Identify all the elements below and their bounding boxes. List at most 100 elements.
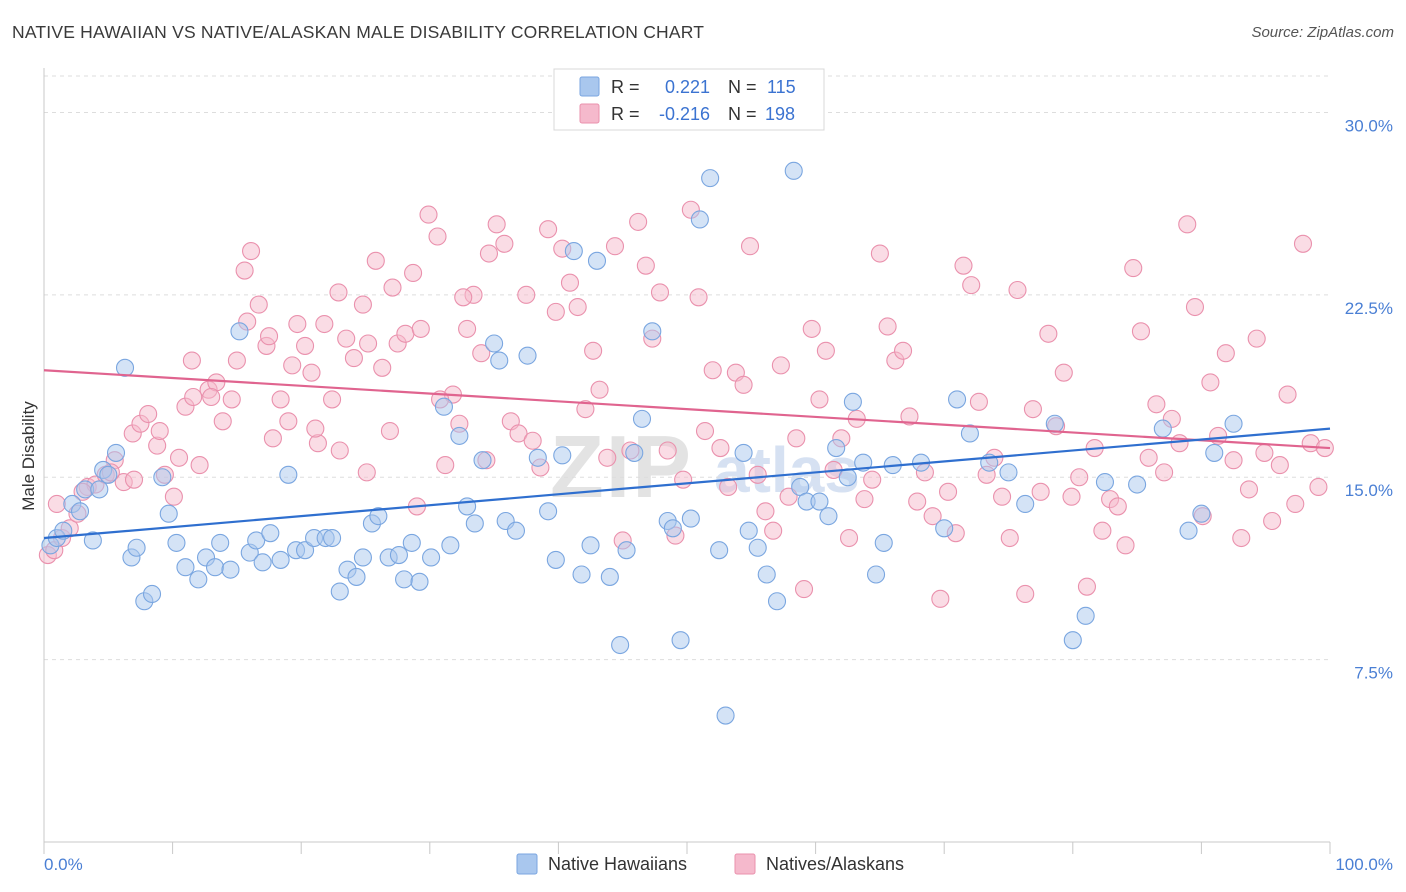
natives-alaskans-point: [296, 336, 315, 355]
native-hawaiians-point: [572, 565, 591, 584]
natives-alaskans-point: [539, 220, 558, 239]
stats-r-value-pink: -0.216: [659, 104, 710, 124]
native-hawaiians-point: [389, 546, 408, 565]
natives-alaskans-point: [703, 361, 722, 380]
natives-alaskans-point: [908, 492, 927, 511]
native-hawaiians-point: [70, 502, 90, 521]
natives-alaskans-point: [794, 580, 814, 599]
native-hawaiians-point: [83, 531, 102, 550]
natives-alaskans-point: [1178, 215, 1197, 234]
natives-alaskans-point: [213, 412, 232, 431]
native-hawaiians-point: [90, 480, 109, 499]
native-hawaiians-point: [1016, 494, 1035, 514]
natives-alaskans-point: [523, 431, 542, 450]
native-hawaiians-point: [115, 358, 135, 377]
native-hawaiians-point: [279, 465, 298, 484]
natives-alaskans-point: [1309, 477, 1328, 497]
natives-alaskans-point: [1062, 487, 1081, 506]
natives-alaskans-point: [373, 358, 392, 377]
native-hawaiians-point: [999, 463, 1018, 482]
natives-alaskans-point: [396, 324, 415, 343]
natives-alaskans-point: [931, 589, 950, 608]
native-hawaiians-point: [734, 443, 753, 462]
legend-swatch-native-hawaiians: [516, 853, 538, 875]
natives-alaskans-point: [479, 244, 499, 263]
natives-alaskans-point: [900, 407, 919, 426]
natives-alaskans-point: [222, 390, 241, 409]
natives-alaskans-point: [1000, 528, 1019, 548]
native-hawaiians-point: [1095, 473, 1114, 492]
natives-alaskans-point: [629, 212, 648, 231]
natives-alaskans-point: [263, 429, 282, 448]
stats-r-label-pink: R =: [611, 104, 640, 124]
native-hawaiians-point: [1063, 631, 1082, 650]
native-hawaiians-point: [1192, 504, 1211, 523]
natives-alaskans-point: [366, 251, 385, 270]
natives-alaskans-point: [1116, 536, 1135, 555]
native-hawaiians-point: [564, 242, 583, 261]
natives-alaskans-point: [330, 441, 349, 460]
natives-alaskans-point: [674, 470, 693, 489]
natives-alaskans-point: [598, 448, 617, 467]
native-hawaiians-trend-line: [43, 427, 1331, 540]
natives-alaskans-point: [695, 421, 715, 441]
natives-alaskans-point: [584, 341, 603, 360]
stats-n-value-pink: 198: [765, 104, 795, 124]
natives-alaskans-point: [689, 288, 708, 307]
native-hawaiians-point: [142, 584, 162, 604]
native-hawaiians-point: [434, 397, 453, 416]
natives-alaskans-point: [855, 490, 874, 509]
native-hawaiians-point: [617, 541, 636, 560]
stats-legend: R = 0.221 N = 115 R = -0.216 N = 198: [553, 68, 825, 131]
natives-alaskans-point: [235, 261, 254, 280]
natives-alaskans-point: [1293, 234, 1313, 253]
natives-alaskans-point: [517, 285, 536, 304]
native-hawaiians-point: [167, 533, 186, 552]
natives-alaskans-point: [279, 412, 298, 431]
natives-alaskans-point: [1278, 385, 1297, 404]
natives-alaskans-point: [1185, 297, 1205, 317]
legend-label-natives-alaskans: Natives/Alaskans: [766, 854, 904, 874]
stats-n-label-pink: N =: [728, 104, 757, 124]
native-hawaiians-point: [176, 558, 195, 577]
native-hawaiians-point: [827, 439, 846, 458]
trend-lines: [43, 369, 1331, 540]
native-hawaiians-point: [127, 538, 146, 557]
natives-alaskans-point: [436, 456, 455, 475]
natives-alaskans-point: [1023, 400, 1042, 419]
natives-alaskans-point: [576, 400, 595, 419]
native-hawaiians-point: [1045, 414, 1064, 433]
natives-alaskans-point: [962, 276, 981, 295]
native-hawaiians-point: [422, 548, 441, 567]
natives-alaskans-point: [810, 390, 829, 409]
y-tick-label: 7.5%: [1354, 664, 1393, 683]
native-hawaiians-point: [353, 548, 372, 567]
natives-alaskans-point: [454, 288, 473, 307]
natives-alaskans-point: [1131, 322, 1151, 341]
native-hawaiians-point: [690, 210, 709, 229]
natives-alaskans-point: [411, 319, 430, 338]
native-hawaiians-point: [810, 492, 829, 511]
natives-alaskans-point: [1077, 577, 1096, 596]
native-hawaiians-point: [632, 409, 652, 428]
native-hawaiians-point: [296, 541, 315, 560]
natives-alaskans-point: [329, 283, 348, 302]
native-hawaiians-point: [347, 567, 366, 586]
native-hawaiians-point: [819, 507, 838, 526]
natives-alaskans-point: [404, 263, 423, 283]
natives-alaskans-point: [182, 351, 201, 370]
natives-alaskans-point: [359, 334, 378, 353]
natives-alaskans-point: [1247, 329, 1266, 348]
natives-alaskans-point: [124, 470, 144, 489]
native-hawaiians-point: [205, 558, 225, 577]
natives-alaskans-point: [249, 295, 268, 314]
native-hawaiians-point: [271, 550, 290, 569]
natives-alaskans-point: [1139, 448, 1158, 467]
stats-swatch-pink: [579, 103, 600, 124]
native-hawaiians-point: [681, 509, 700, 528]
natives-alaskans-point: [357, 463, 376, 482]
natives-alaskans-point: [1263, 511, 1282, 531]
native-hawaiians-point: [935, 519, 954, 538]
natives-alaskans-point: [1224, 451, 1243, 470]
